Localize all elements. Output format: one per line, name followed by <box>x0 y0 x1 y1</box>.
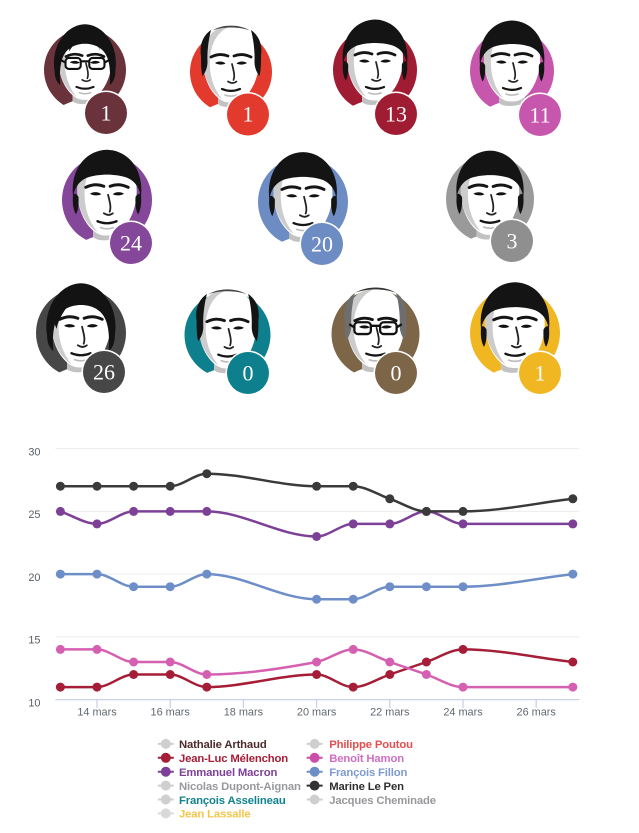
svg-text:15: 15 <box>28 635 40 647</box>
svg-text:François Asselineau: François Asselineau <box>179 795 286 807</box>
svg-text:Jean Lassalle: Jean Lassalle <box>179 809 251 821</box>
svg-text:Nicolas Dupont-Aignan: Nicolas Dupont-Aignan <box>179 781 301 793</box>
svg-text:0: 0 <box>391 361 402 386</box>
svg-text:11: 11 <box>529 103 550 128</box>
svg-text:24: 24 <box>120 231 142 256</box>
svg-text:Benoît Hamon: Benoît Hamon <box>329 753 404 765</box>
svg-text:26 mars: 26 mars <box>517 707 557 719</box>
svg-text:Jean-Luc Mélenchon: Jean-Luc Mélenchon <box>179 753 288 765</box>
svg-text:1: 1 <box>101 101 112 126</box>
svg-text:1: 1 <box>535 361 546 386</box>
svg-text:22 mars: 22 mars <box>370 707 410 719</box>
svg-text:24 mars: 24 mars <box>443 707 483 719</box>
svg-text:Nathalie Arthaud: Nathalie Arthaud <box>179 739 267 751</box>
svg-text:François Fillon: François Fillon <box>329 767 407 779</box>
svg-text:26: 26 <box>93 360 115 385</box>
svg-text:20 mars: 20 mars <box>297 707 337 719</box>
svg-text:20: 20 <box>311 232 333 257</box>
svg-text:13: 13 <box>385 102 407 127</box>
svg-text:1: 1 <box>243 102 254 127</box>
svg-text:20: 20 <box>28 572 40 584</box>
svg-text:Emmanuel Macron: Emmanuel Macron <box>179 767 277 779</box>
svg-text:Philippe Poutou: Philippe Poutou <box>329 739 413 751</box>
svg-text:0: 0 <box>243 361 254 386</box>
svg-text:16 mars: 16 mars <box>151 707 191 719</box>
svg-text:Jacques Cheminade: Jacques Cheminade <box>329 795 436 807</box>
svg-text:25: 25 <box>28 509 40 521</box>
svg-text:3: 3 <box>507 229 518 254</box>
svg-text:10: 10 <box>28 697 40 709</box>
svg-text:14 mars: 14 mars <box>77 707 117 719</box>
svg-text:30: 30 <box>28 446 40 458</box>
svg-text:18 mars: 18 mars <box>224 707 264 719</box>
svg-text:Marine Le Pen: Marine Le Pen <box>329 781 404 793</box>
